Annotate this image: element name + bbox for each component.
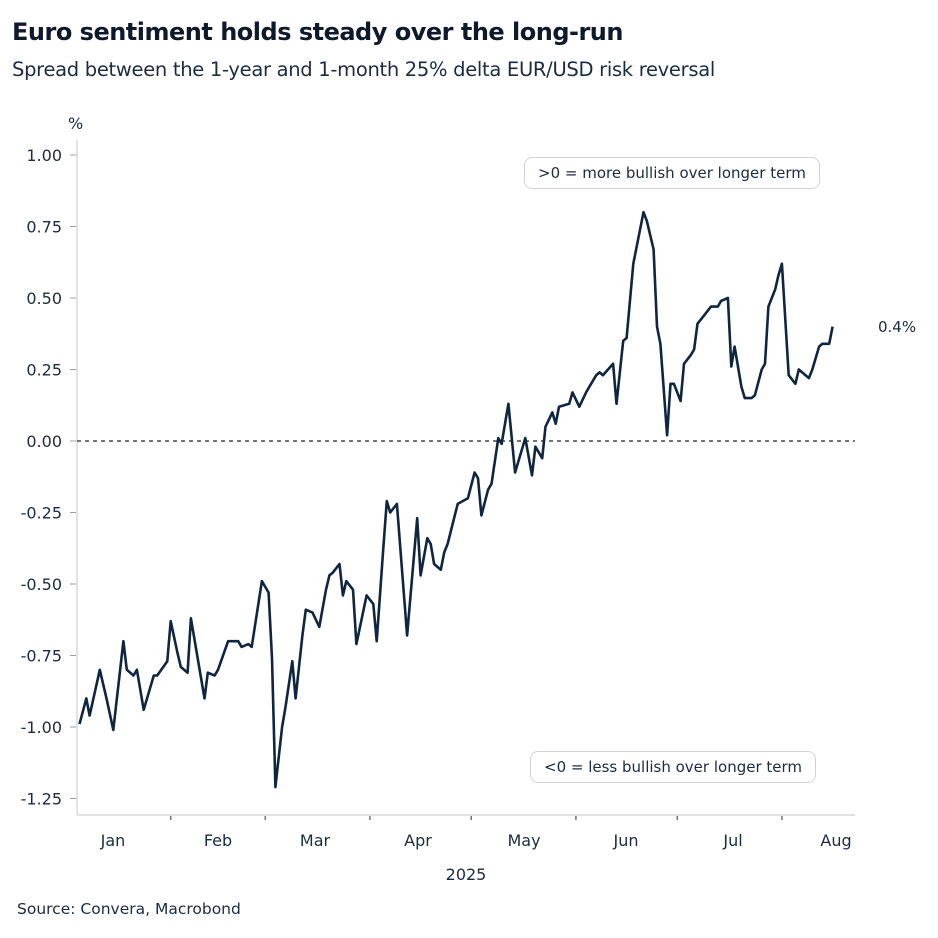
chart-title: Euro sentiment holds steady over the lon… <box>12 18 623 46</box>
x-tick-label: Mar <box>300 831 331 850</box>
y-tick-label: 0.25 <box>26 361 62 380</box>
y-tick-label: -0.75 <box>21 647 62 666</box>
chart-subtitle: Spread between the 1-year and 1-month 25… <box>12 58 715 81</box>
x-tick-label: May <box>507 831 540 850</box>
y-tick-label: -1.25 <box>21 790 62 809</box>
source-note: Source: Convera, Macrobond <box>17 900 241 918</box>
annotation-lower: <0 = less bullish over longer term <box>530 751 817 783</box>
series-line <box>78 210 834 789</box>
x-tick-label: Aug <box>820 831 851 850</box>
x-tick-label: Feb <box>204 831 232 850</box>
x-tick-label: Apr <box>404 831 432 850</box>
y-tick-label: 0.00 <box>26 432 62 451</box>
y-tick-label: -0.25 <box>21 504 62 523</box>
x-axis-year-label: 2025 <box>446 865 487 884</box>
x-tick-label: Jul <box>722 831 742 850</box>
x-tick-label: Jun <box>613 831 639 850</box>
y-tick-label: 0.75 <box>26 218 62 237</box>
y-tick-label: -0.50 <box>21 575 62 594</box>
x-tick-label: Jan <box>100 831 126 850</box>
y-tick-label: 1.00 <box>26 146 62 165</box>
y-axis-unit: % <box>68 114 84 133</box>
annotation-upper: >0 = more bullish over longer term <box>524 157 820 189</box>
end-value-label: 0.4% <box>878 318 917 336</box>
y-tick-label: 0.50 <box>26 289 62 308</box>
y-tick-label: -1.00 <box>21 718 62 737</box>
